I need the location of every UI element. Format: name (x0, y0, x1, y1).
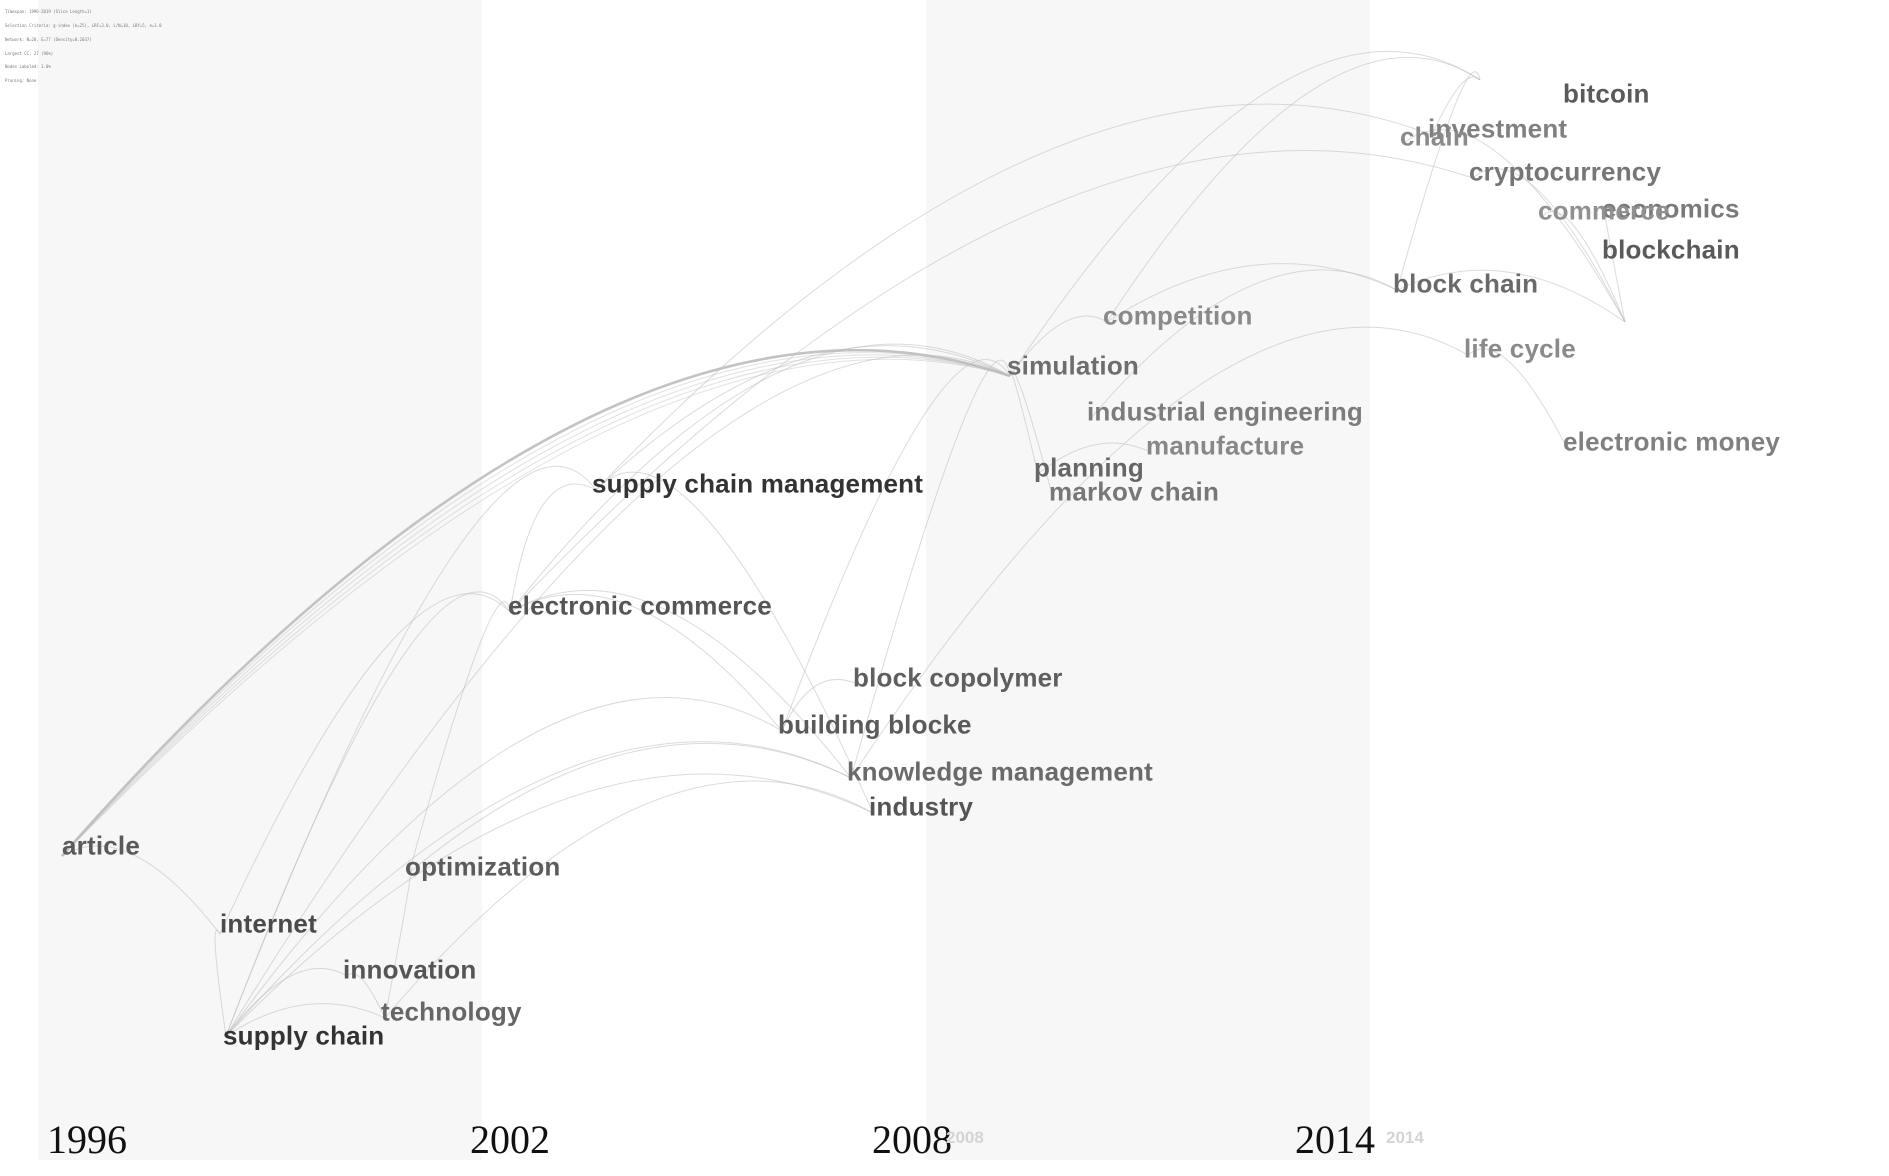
edge-supply-chain-management-industry (595, 471, 874, 814)
edge-bundle-strand (61, 356, 1011, 857)
node-label-electronic-commerce[interactable]: electronic commerce (508, 590, 772, 621)
edge-knowledge-management-life-cycle (850, 326, 1469, 779)
meta-line: Network: N=28, E=77 (Density=0.2037) (5, 36, 92, 42)
node-label-block-copolymer[interactable]: block copolymer (853, 662, 1063, 693)
edge-simulation-markov-chain (1009, 370, 1054, 499)
year-label-2014: 2014 (1295, 1117, 1375, 1162)
edge-cryptocurrency-blockchain (1472, 168, 1626, 323)
node-label-competition[interactable]: competition (1103, 300, 1253, 331)
edge-block-chain-blockchain (1396, 269, 1626, 323)
edge-technology-industry (384, 780, 874, 1019)
edge-building-blocke-simulation (781, 358, 1011, 732)
edge-simulation-competition (1009, 315, 1108, 377)
node-label-cryptocurrency[interactable]: cryptocurrency (1469, 156, 1662, 187)
year-band-2008 (926, 0, 1370, 1160)
node-label-commerce[interactable]: commerce (1538, 195, 1670, 226)
meta-line: Selection Criteria: g-index (k=25), LRF=… (5, 22, 162, 28)
node-label-bitcoin[interactable]: bitcoin (1563, 78, 1650, 109)
edge-supply-chain-knowledge-management (225, 741, 852, 1037)
node-label-economics[interactable]: economics (1602, 193, 1740, 224)
node-label-simulation[interactable]: simulation (1007, 350, 1140, 381)
ghost-year-label-2008: 2008 (946, 1128, 984, 1147)
node-label-optimization[interactable]: optimization (405, 851, 561, 882)
node-label-block-chain[interactable]: block chain (1393, 268, 1539, 299)
year-label-2002: 2002 (470, 1117, 550, 1162)
node-label-internet[interactable]: internet (220, 908, 317, 939)
edge-commerce-blockchain (1541, 211, 1626, 323)
node-label-investment[interactable]: investment (1428, 113, 1568, 144)
year-band-2014 (1370, 0, 1814, 1160)
edge-supply-chain-building-blocke (225, 697, 783, 1037)
edge-supply-chain-management-investment (595, 103, 1433, 491)
edge-supply-chain-simulation (225, 354, 1011, 1037)
edge-electronic-commerce-cryptocurrency (509, 150, 1474, 613)
edge-competition-block-chain (1106, 263, 1398, 323)
edge-optimization-knowledge-management (408, 742, 852, 874)
edge-block-copolymer-building-blocke (781, 679, 858, 732)
edge-block-chain-bitcoin (1396, 71, 1481, 291)
edge-industrial-engineering-block-chain (1090, 269, 1398, 419)
edge-innovation-technology (346, 973, 386, 1019)
node-label-supply-chain-management[interactable]: supply chain management (592, 468, 924, 499)
edge-planning-manufacture (1037, 442, 1151, 475)
node-label-manufacture[interactable]: manufacture (1146, 430, 1305, 461)
node-label-innovation[interactable]: innovation (343, 954, 477, 985)
edge-electronic-commerce-knowledge-management (509, 589, 852, 779)
edge-electronic-commerce-building-blocke (509, 593, 783, 732)
year-label-1996: 1996 (47, 1117, 127, 1162)
node-label-chain[interactable]: chain (1400, 121, 1469, 152)
edge-knowledge-management-simulation (850, 359, 1011, 779)
edge-electronic-commerce-simulation (509, 343, 1011, 613)
node-label-supply-chain[interactable]: supply chain (223, 1020, 385, 1051)
edge-competition-bitcoin (1106, 57, 1481, 323)
year-bands (38, 0, 1814, 1160)
meta-line: Largest CC: 27 (96%) (5, 50, 54, 56)
year-label-2008: 2008 (872, 1117, 952, 1162)
year-band-2002 (482, 0, 926, 1160)
edge-economics-blockchain (1604, 210, 1626, 323)
node-label-industrial-engineering[interactable]: industrial engineering (1087, 396, 1363, 427)
meta-line: Timespan: 1996-2019 (Slice Length=1) (5, 9, 92, 15)
edge-simulation-bitcoin (1009, 50, 1481, 377)
edge-supply-chain-supply-chain-management (225, 465, 597, 1037)
edge-bundle-strand (61, 352, 1011, 857)
node-label-building-blocke[interactable]: building blocke (778, 709, 972, 740)
edge-chain-blockchain (1403, 129, 1626, 323)
node-label-planning[interactable]: planning (1034, 452, 1144, 483)
node-label-knowledge-management[interactable]: knowledge management (847, 756, 1153, 787)
citation-edges (61, 50, 1626, 1037)
edge-life-cycle-electronic-money (1467, 348, 1568, 449)
node-label-blockchain[interactable]: blockchain (1602, 234, 1740, 265)
year-band-1996 (38, 0, 482, 1160)
ghost-year-label-2014: 2014 (1386, 1128, 1424, 1147)
edge-supply-chain-innovation (225, 967, 348, 1037)
edge-supply-chain-technology (225, 1003, 386, 1037)
edge-internet-electronic-commerce (219, 593, 511, 935)
analysis-metadata: Timespan: 1996-2019 (Slice Length=1) Sel… (5, 1, 162, 88)
edge-supply-chain-management-simulation (595, 345, 1011, 491)
meta-line: Pruning: None (5, 78, 37, 84)
edge-internet-supply-chain (214, 929, 227, 1037)
node-label-markov-chain[interactable]: markov chain (1049, 476, 1220, 507)
node-label-article[interactable]: article (62, 830, 141, 861)
edge-optimization-electronic-commerce (408, 601, 511, 874)
meta-line: Nodes Labeled: 1.0% (5, 64, 51, 70)
edge-supply-chain-management-electronic-commerce (509, 483, 597, 613)
edge-article-internet (61, 845, 221, 935)
edge-bundle-strand (61, 358, 1011, 857)
edge-bundle-strand (61, 354, 1011, 857)
node-label-life-cycle[interactable]: life cycle (1464, 333, 1576, 364)
edge-article-simulation (61, 349, 1011, 857)
node-label-technology[interactable]: technology (381, 996, 522, 1027)
node-label-industry[interactable]: industry (869, 791, 974, 822)
node-label-electronic-money[interactable]: electronic money (1563, 426, 1781, 457)
